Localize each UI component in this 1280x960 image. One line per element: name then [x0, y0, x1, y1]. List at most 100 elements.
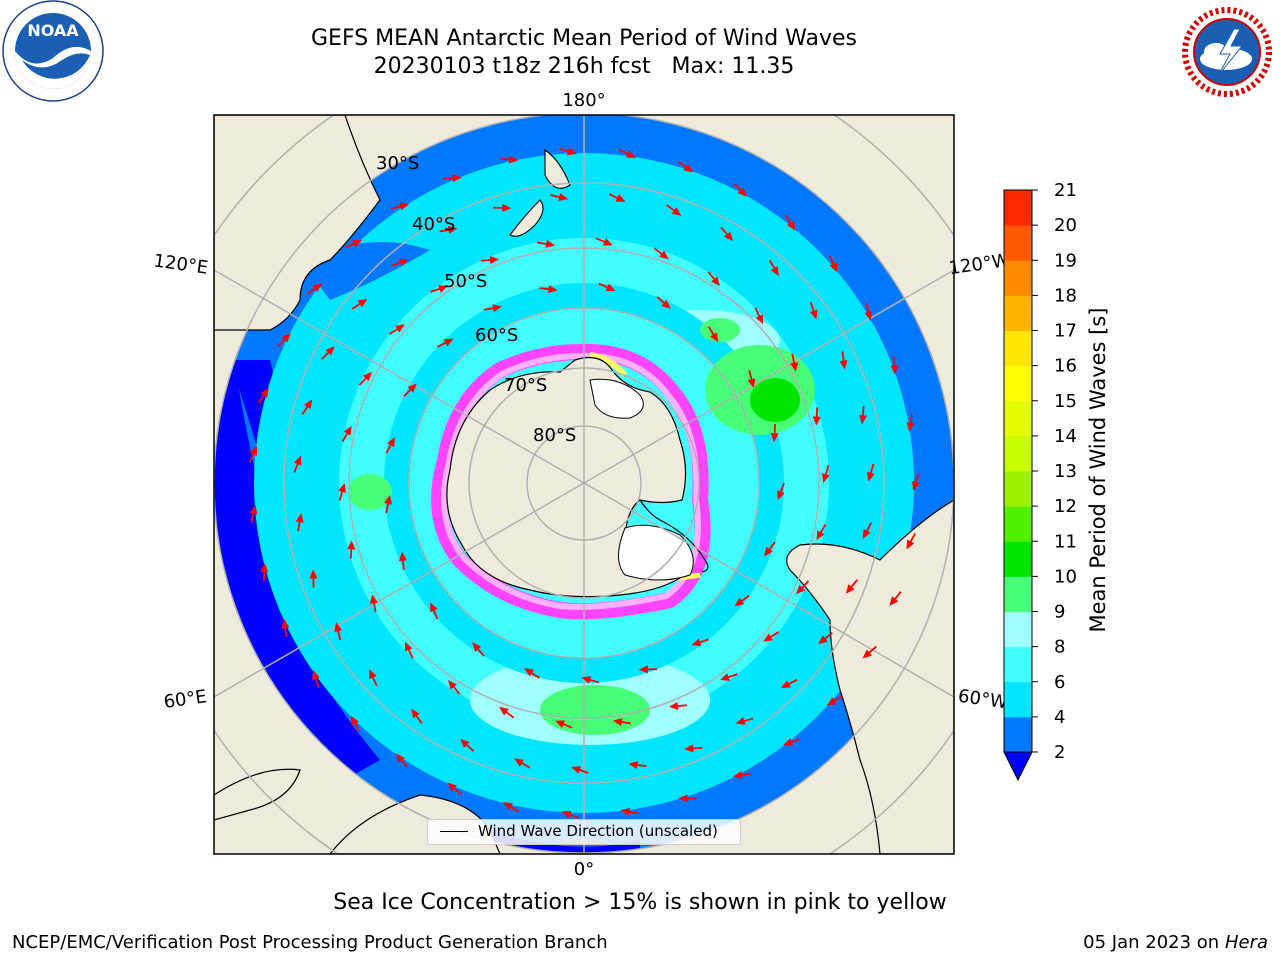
wave-arrow-head: [737, 187, 747, 197]
colorbar-tick-label: 16: [1054, 356, 1077, 377]
colorbar-tick-label: 12: [1054, 496, 1077, 517]
wave-arrow-head: [293, 455, 302, 466]
wave-arrow-head: [312, 283, 323, 292]
wave-arrow-head: [770, 266, 779, 276]
lon-label-60e: 60°E: [162, 686, 208, 713]
wave-arrow-head: [411, 708, 420, 719]
wave-arrow-head: [350, 715, 359, 726]
wave-arrow-head: [671, 207, 682, 216]
wave-arrow-head: [866, 471, 875, 482]
wave-arrow-head: [890, 365, 899, 375]
wave-arrow-head: [508, 155, 519, 164]
colorbar-segment: [1004, 330, 1032, 367]
wave-arrow-head: [818, 635, 828, 645]
wave-arrow-head: [281, 618, 290, 629]
colorbar-tick-label: 11: [1054, 531, 1077, 552]
legend-label: Wind Wave Direction (unscaled): [478, 822, 718, 840]
wave-arrow-head: [524, 668, 534, 677]
wave-arrow-head: [747, 378, 756, 389]
colorbar-tick-label: 9: [1054, 602, 1065, 623]
wave-arrow-head: [605, 283, 616, 292]
wave-arrow-head: [404, 641, 413, 652]
colorbar-tick-label: 4: [1054, 707, 1065, 728]
wave-arrow-head: [362, 371, 373, 382]
australia: [214, 115, 381, 331]
lat-label-30s: 30°S: [376, 153, 419, 174]
colorbar-segment: [1004, 541, 1032, 577]
colorbar-segment: [1004, 260, 1032, 296]
wave-arrow-head: [755, 314, 764, 325]
wave-arrow-head: [826, 697, 837, 706]
wave-arrow-head: [795, 584, 806, 595]
wave-arrow-head: [398, 258, 409, 267]
lon-label-120w: 120°W: [947, 250, 1011, 279]
colorbar-tick-label: 20: [1054, 215, 1077, 236]
antarctic-peninsula: [639, 499, 709, 573]
nws-logo: [1181, 6, 1273, 98]
wave-arrow-head: [777, 490, 785, 501]
wave-arrow-head: [460, 738, 470, 748]
wave-arrow-head: [625, 150, 636, 158]
wave-arrow-head: [839, 360, 848, 370]
lat-label-70s: 70°S: [504, 375, 547, 396]
wave-arrow-head: [683, 163, 694, 173]
wave-arrow-head: [734, 597, 745, 607]
colorbar-segment: [1004, 295, 1032, 331]
wave-arrow-head: [295, 513, 304, 523]
wave-arrow-head: [638, 665, 649, 674]
lon-label-top: 180°: [562, 90, 605, 111]
noaa-logo: NOAA: [2, 0, 104, 102]
wave-arrow-head: [448, 679, 457, 690]
wave-arrow-head: [615, 194, 626, 202]
wave-arrow-head: [399, 202, 410, 211]
wave-arrow-head: [514, 758, 524, 767]
new-zealand: [509, 148, 571, 237]
wave-arrow-head: [407, 383, 417, 393]
wave-arrow-head: [710, 332, 719, 343]
wave-arrow-head: [786, 220, 796, 231]
wave-arrow-head: [384, 494, 392, 505]
wave-arrow-head: [309, 569, 318, 579]
wave-arrow-head: [829, 262, 838, 273]
wave-arrow-head: [659, 250, 669, 260]
colorbar-under-extension: [1003, 751, 1033, 782]
wave-arrow-head: [558, 193, 569, 201]
colorbar-tick-label: 2: [1054, 742, 1065, 763]
colorbar-segment: [1004, 506, 1032, 542]
map-frame: [213, 114, 955, 855]
lat-label-60s: 60°S: [475, 325, 518, 346]
wave-arrow-head: [561, 810, 572, 819]
wave-arrow-head: [387, 437, 395, 448]
footer-date: 05 Jan 2023 on Hera: [1083, 932, 1268, 953]
colorbar-tick-label: 17: [1054, 321, 1077, 342]
wave-arrow-head: [447, 226, 458, 234]
wave-arrow-head: [822, 473, 830, 483]
svg-text:NOAA: NOAA: [27, 21, 79, 40]
wave-arrow-head: [325, 346, 335, 356]
wave-arrow-head: [502, 203, 512, 212]
colorbar-tick-label: 15: [1054, 391, 1077, 412]
wave-arrow-head: [438, 285, 449, 293]
wave-arrow-head: [398, 551, 407, 562]
wave-arrow-head: [369, 594, 378, 604]
wave-arrow-head: [783, 738, 794, 746]
map-legend: Wind Wave Direction (unscaled): [427, 819, 741, 845]
colorbar-tick-label: 19: [1054, 250, 1077, 271]
wave-arrow-head: [733, 770, 743, 779]
wave-arrow-head: [724, 231, 734, 242]
colorbar-tick-label: 8: [1054, 637, 1065, 658]
wave-arrow-head: [790, 362, 799, 372]
wave-arrow-head: [396, 753, 406, 764]
wave-arrow-head: [555, 720, 566, 728]
sea-ice-caption: Sea Ice Concentration > 15% is shown in …: [333, 890, 947, 915]
wave-arrow-head: [691, 638, 702, 647]
colorbar-tick-label: 13: [1054, 461, 1077, 482]
wave-arrow-head: [684, 744, 694, 753]
wave-arrow-head: [347, 540, 356, 550]
footer-credit: NCEP/EMC/Verification Post Processing Pr…: [12, 932, 608, 953]
colorbar-segment: [1004, 716, 1032, 753]
wave-arrow-head: [489, 255, 500, 264]
wave-arrow-head: [780, 680, 791, 689]
wave-arrow-head: [303, 399, 313, 410]
